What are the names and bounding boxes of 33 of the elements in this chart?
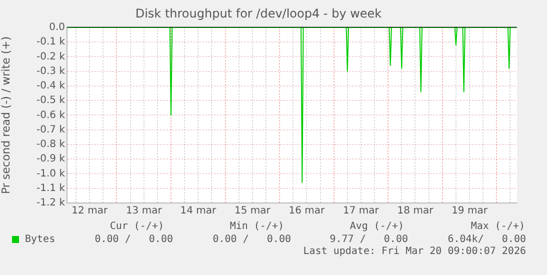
y-tick-label: -0.6 k xyxy=(36,110,66,121)
text: Cur (-/+) xyxy=(110,221,164,232)
text: Min (-/+) xyxy=(230,221,284,232)
y-tick-label: -0.3 k xyxy=(36,66,66,77)
text: Avg (-/+) xyxy=(350,221,404,232)
x-tick-label: 18 mar xyxy=(397,206,434,217)
y-tick-label: -0.8 k xyxy=(36,139,66,150)
x-tick-label: 15 mar xyxy=(234,206,272,217)
y-tick-label: -0.5 k xyxy=(36,95,66,106)
y-tick-label: -1.0 k xyxy=(36,168,66,180)
y-tick-label: -1.1 k xyxy=(36,182,66,194)
text: 6.04k/ 0.00 xyxy=(448,234,526,245)
text: Max (-/+) xyxy=(470,221,525,232)
text: 0.00 / 0.00 xyxy=(212,234,291,245)
chart-title: Disk throughput for /dev/loop4 - by week xyxy=(135,6,382,20)
y-tick-label: -0.2 k xyxy=(36,51,66,62)
text: Last update: Fri Mar 20 09:00:07 2026 xyxy=(303,246,526,257)
y-tick-label: -0.1 k xyxy=(36,36,66,48)
y-tick-label: 0.0 xyxy=(49,22,65,33)
x-tick-label: 14 mar xyxy=(180,206,217,217)
y-tick-label: -0.9 k xyxy=(36,154,66,165)
x-tick-label: 12 mar xyxy=(72,206,108,217)
x-tick-label: 17 mar xyxy=(343,206,380,217)
x-tick-label: 19 mar xyxy=(452,206,488,217)
text: 9.77 / 0.00 xyxy=(330,234,408,245)
x-tick-label: 13 mar xyxy=(126,206,163,217)
y-tick-label: -0.4 k xyxy=(36,80,66,92)
y-axis-title: Pr second read (-) / write (+) xyxy=(0,36,12,194)
text: 0.00 / 0.00 xyxy=(94,234,173,245)
legend-label: Bytes xyxy=(25,234,56,245)
y-tick-label: -0.7 k xyxy=(36,124,66,136)
x-tick-label: 16 mar xyxy=(288,206,326,217)
y-tick-label: -1.2 k xyxy=(36,198,66,209)
